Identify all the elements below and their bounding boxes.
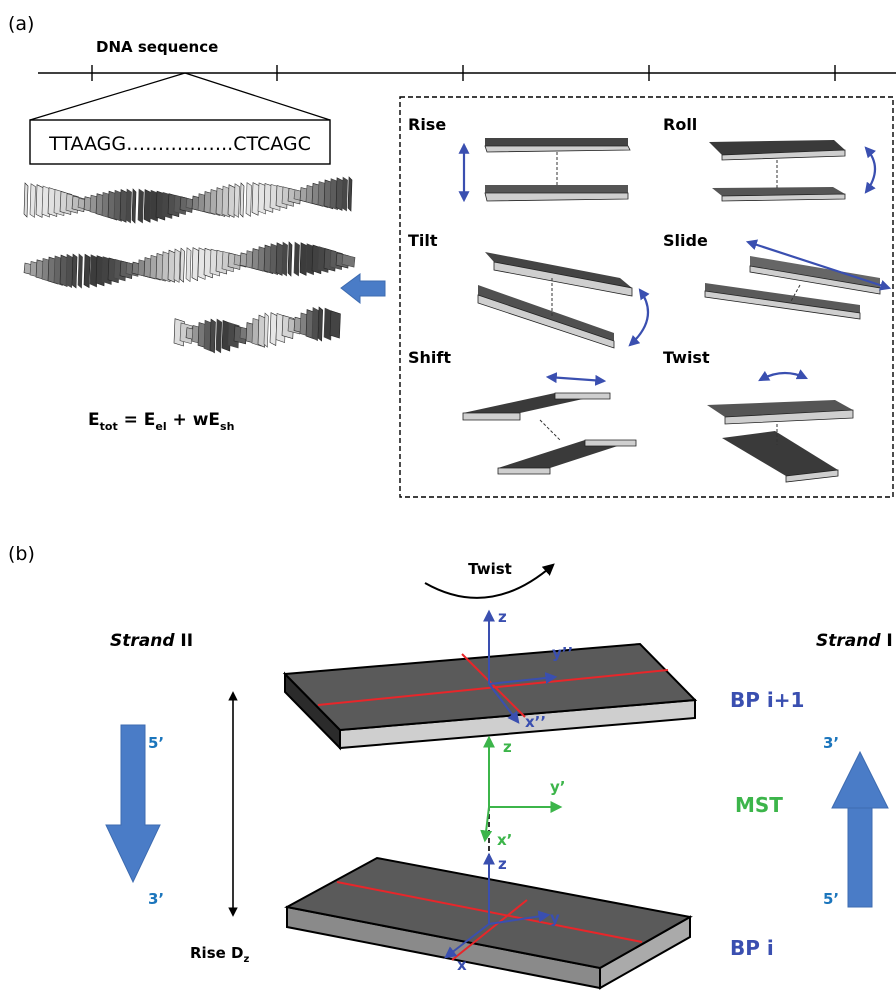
helix-slab <box>239 182 245 218</box>
twist-label: Twist <box>468 560 512 578</box>
strand-i-arrow <box>831 750 889 908</box>
helix-slab <box>143 189 152 223</box>
helix-slab <box>131 188 137 224</box>
axes-top <box>483 609 558 724</box>
shift-illustration <box>462 372 637 475</box>
blue-arrow-left <box>340 273 386 305</box>
param-twist-label: Twist <box>663 348 710 367</box>
energy-equation: Etot = Eel + wEsh <box>88 410 234 433</box>
helix-slab <box>251 182 260 216</box>
param-shift-label: Shift <box>408 348 451 367</box>
helix-slab <box>341 254 356 268</box>
axis-bottom-y: y <box>550 909 560 927</box>
zoom-wedge <box>29 72 331 121</box>
helix-slab <box>65 253 73 288</box>
helix-slab <box>275 242 284 276</box>
helix-slab <box>71 253 78 289</box>
helix-slab <box>137 188 144 224</box>
twist-illustration <box>707 369 854 483</box>
strand-i-3prime: 3’ <box>823 734 839 752</box>
helix-slab <box>281 241 288 277</box>
axis-mst-y: y’ <box>550 778 565 796</box>
helix-slab <box>29 183 36 218</box>
axis-bottom-x: x <box>457 956 467 974</box>
sequence-box <box>29 119 331 165</box>
helix-slab <box>287 241 293 277</box>
helix-slab <box>83 253 91 289</box>
rise-illustration <box>458 138 631 203</box>
helix-slab <box>209 318 216 354</box>
helix-slab <box>173 248 181 283</box>
axis-mst-x: x’ <box>497 831 512 849</box>
param-slide-label: Slide <box>663 231 708 250</box>
axes-bottom <box>444 852 551 959</box>
slide-illustration <box>704 239 892 320</box>
twist-arrow <box>424 563 555 599</box>
panel-a-label: (a) <box>8 13 34 35</box>
bp-top-label: BP i+1 <box>730 688 804 712</box>
helix-slab <box>293 241 300 277</box>
helix-slab <box>179 247 185 283</box>
strand-i-5prime: 5’ <box>823 890 839 908</box>
param-roll-label: Roll <box>663 115 697 134</box>
axis-bottom-z: z <box>498 855 507 873</box>
helix-slab <box>167 249 176 283</box>
helix-slab <box>77 253 83 289</box>
tilt-illustration <box>477 252 650 349</box>
helix-slab <box>89 254 98 288</box>
helix-slab <box>185 247 192 283</box>
strand-ii-label: Strand II <box>110 631 193 651</box>
strand-ii-arrow <box>105 724 161 884</box>
helix-slab <box>191 247 199 282</box>
sequence-line <box>38 65 896 81</box>
axis-top-z: z <box>498 608 507 626</box>
mst-label: MST <box>735 793 783 817</box>
bp-bottom-label: BP i <box>730 936 774 960</box>
helix-slab <box>335 177 344 211</box>
helix-slab <box>23 182 29 218</box>
rise-dz-label: Rise Dz <box>190 944 249 965</box>
helix-slab <box>257 314 266 348</box>
helix-slab <box>317 306 323 342</box>
helix-slab <box>119 189 128 223</box>
strand-ii-5prime: 5’ <box>148 734 164 752</box>
helix-slab <box>227 184 236 218</box>
strand-ii-3prime: 3’ <box>148 890 164 908</box>
helix-slab <box>125 188 132 224</box>
axis-top-y: y’’ <box>552 644 573 662</box>
param-labels: Rise Roll Tilt Slide Shift Twist <box>408 115 710 367</box>
sequence-text: TTAAGG……………..CTCAGC <box>48 133 311 155</box>
helix-slab <box>329 310 341 339</box>
param-rise-label: Rise <box>408 115 446 134</box>
helix-slab <box>347 176 353 212</box>
helix-slab <box>215 318 223 354</box>
helix-slab <box>245 182 252 217</box>
base-pair-top <box>282 642 698 751</box>
helix-slab <box>311 307 319 342</box>
helix-slab <box>299 242 308 276</box>
dna-sequence-title: DNA sequence <box>96 38 218 56</box>
panel-b-label: (b) <box>8 543 35 565</box>
dna-helix-model <box>23 176 356 354</box>
axes-mst <box>480 735 563 843</box>
roll-illustration <box>709 140 877 202</box>
helix-slab <box>263 312 269 348</box>
parameters-box <box>399 96 894 498</box>
axis-top-x: x’’ <box>525 713 546 731</box>
helix-slab <box>341 176 348 212</box>
param-tilt-label: Tilt <box>408 231 438 250</box>
strand-i-label: Strand I <box>816 631 893 651</box>
helix-slab <box>35 184 44 218</box>
helix-slab <box>233 183 240 218</box>
axis-mst-z: z <box>503 738 512 756</box>
helix-slab <box>269 312 278 346</box>
